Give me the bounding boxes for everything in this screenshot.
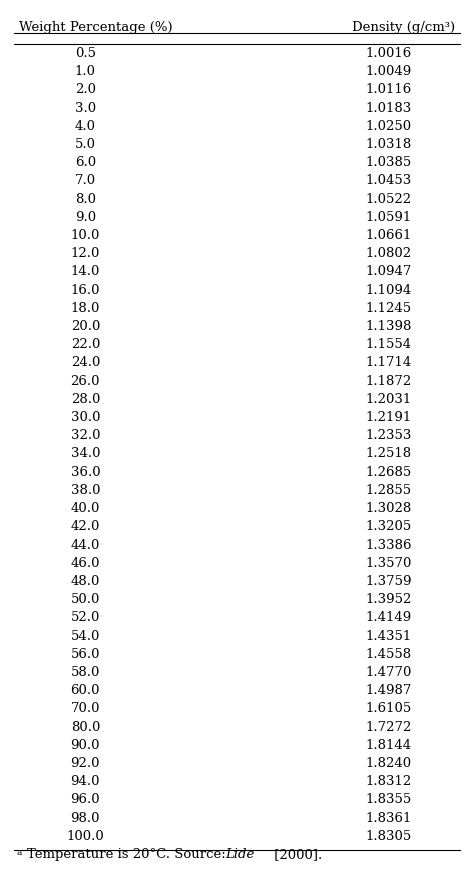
Text: 1.1094: 1.1094: [365, 283, 412, 297]
Text: 7.0: 7.0: [75, 174, 96, 187]
Text: 6.0: 6.0: [75, 156, 96, 170]
Text: 14.0: 14.0: [71, 266, 100, 279]
Text: 1.8361: 1.8361: [365, 812, 412, 825]
Text: 1.2685: 1.2685: [365, 465, 412, 479]
Text: 98.0: 98.0: [71, 812, 100, 825]
Text: 0.5: 0.5: [75, 47, 96, 60]
Text: 12.0: 12.0: [71, 247, 100, 260]
Text: 1.3570: 1.3570: [365, 557, 412, 570]
Text: 1.4351: 1.4351: [365, 630, 412, 643]
Text: 1.0453: 1.0453: [365, 174, 412, 187]
Text: 2.0: 2.0: [75, 83, 96, 97]
Text: 30.0: 30.0: [71, 411, 100, 424]
Text: 1.4149: 1.4149: [365, 611, 412, 624]
Text: 1.0591: 1.0591: [365, 210, 412, 224]
Text: 50.0: 50.0: [71, 593, 100, 607]
Text: 1.8312: 1.8312: [365, 775, 412, 789]
Text: 46.0: 46.0: [71, 557, 100, 570]
Text: 40.0: 40.0: [71, 502, 100, 515]
Text: 58.0: 58.0: [71, 666, 100, 679]
Text: 1.0947: 1.0947: [365, 266, 412, 279]
Text: 1.1245: 1.1245: [365, 302, 412, 315]
Text: 1.3205: 1.3205: [365, 520, 412, 534]
Text: 38.0: 38.0: [71, 484, 100, 497]
Text: 36.0: 36.0: [71, 465, 100, 479]
Text: 90.0: 90.0: [71, 739, 100, 752]
Text: 34.0: 34.0: [71, 448, 100, 461]
Text: 1.2855: 1.2855: [365, 484, 412, 497]
Text: 1.2353: 1.2353: [365, 429, 412, 442]
Text: 1.4770: 1.4770: [365, 666, 412, 679]
Text: 1.1398: 1.1398: [365, 320, 412, 333]
Text: 1.7272: 1.7272: [365, 720, 412, 733]
Text: 9.0: 9.0: [75, 210, 96, 224]
Text: 1.0385: 1.0385: [365, 156, 412, 170]
Text: 28.0: 28.0: [71, 392, 100, 406]
Text: 1.6105: 1.6105: [365, 702, 412, 716]
Text: 26.0: 26.0: [71, 375, 100, 388]
Text: 100.0: 100.0: [66, 829, 104, 843]
Text: 54.0: 54.0: [71, 630, 100, 643]
Text: 1.3028: 1.3028: [365, 502, 412, 515]
Text: 1.8355: 1.8355: [365, 793, 412, 806]
Text: Density (g/cm³): Density (g/cm³): [352, 21, 455, 35]
Text: 24.0: 24.0: [71, 356, 100, 369]
Text: 1.2031: 1.2031: [365, 392, 412, 406]
Text: 94.0: 94.0: [71, 775, 100, 789]
Text: Weight Percentage (%): Weight Percentage (%): [19, 21, 173, 35]
Text: 1.3386: 1.3386: [365, 538, 412, 551]
Text: 70.0: 70.0: [71, 702, 100, 716]
Text: a: a: [17, 848, 22, 857]
Text: 1.0661: 1.0661: [365, 229, 412, 242]
Text: Lide: Lide: [226, 848, 255, 861]
Text: 80.0: 80.0: [71, 720, 100, 733]
Text: 56.0: 56.0: [71, 647, 100, 661]
Text: 1.8240: 1.8240: [365, 757, 412, 770]
Text: 1.0049: 1.0049: [365, 65, 412, 78]
Text: 1.2191: 1.2191: [365, 411, 412, 424]
Text: 1.0016: 1.0016: [365, 47, 412, 60]
Text: 20.0: 20.0: [71, 320, 100, 333]
Text: 1.8144: 1.8144: [365, 739, 412, 752]
Text: 18.0: 18.0: [71, 302, 100, 315]
Text: 1.3759: 1.3759: [365, 575, 412, 588]
Text: 1.1714: 1.1714: [365, 356, 412, 369]
Text: 52.0: 52.0: [71, 611, 100, 624]
Text: 1.1872: 1.1872: [365, 375, 412, 388]
Text: 1.0: 1.0: [75, 65, 96, 78]
Text: 5.0: 5.0: [75, 138, 96, 151]
Text: 1.0250: 1.0250: [365, 120, 412, 133]
Text: 44.0: 44.0: [71, 538, 100, 551]
Text: 4.0: 4.0: [75, 120, 96, 133]
Text: 16.0: 16.0: [71, 283, 100, 297]
Text: 1.4558: 1.4558: [365, 647, 412, 661]
Text: 1.2518: 1.2518: [365, 448, 412, 461]
Text: Temperature is 20°C. Source:: Temperature is 20°C. Source:: [27, 848, 230, 861]
Text: 1.4987: 1.4987: [365, 684, 412, 697]
Text: 96.0: 96.0: [71, 793, 100, 806]
Text: 48.0: 48.0: [71, 575, 100, 588]
Text: 1.1554: 1.1554: [365, 338, 412, 352]
Text: 1.0116: 1.0116: [365, 83, 412, 97]
Text: 32.0: 32.0: [71, 429, 100, 442]
Text: 1.0318: 1.0318: [365, 138, 412, 151]
Text: 10.0: 10.0: [71, 229, 100, 242]
Text: 92.0: 92.0: [71, 757, 100, 770]
Text: 42.0: 42.0: [71, 520, 100, 534]
Text: 1.3952: 1.3952: [365, 593, 412, 607]
Text: 22.0: 22.0: [71, 338, 100, 352]
Text: 1.0183: 1.0183: [365, 101, 412, 115]
Text: 1.0522: 1.0522: [365, 193, 412, 206]
Text: 1.8305: 1.8305: [365, 829, 412, 843]
Text: [2000].: [2000].: [270, 848, 322, 861]
Text: 3.0: 3.0: [75, 101, 96, 115]
Text: 60.0: 60.0: [71, 684, 100, 697]
Text: 8.0: 8.0: [75, 193, 96, 206]
Text: 1.0802: 1.0802: [365, 247, 412, 260]
